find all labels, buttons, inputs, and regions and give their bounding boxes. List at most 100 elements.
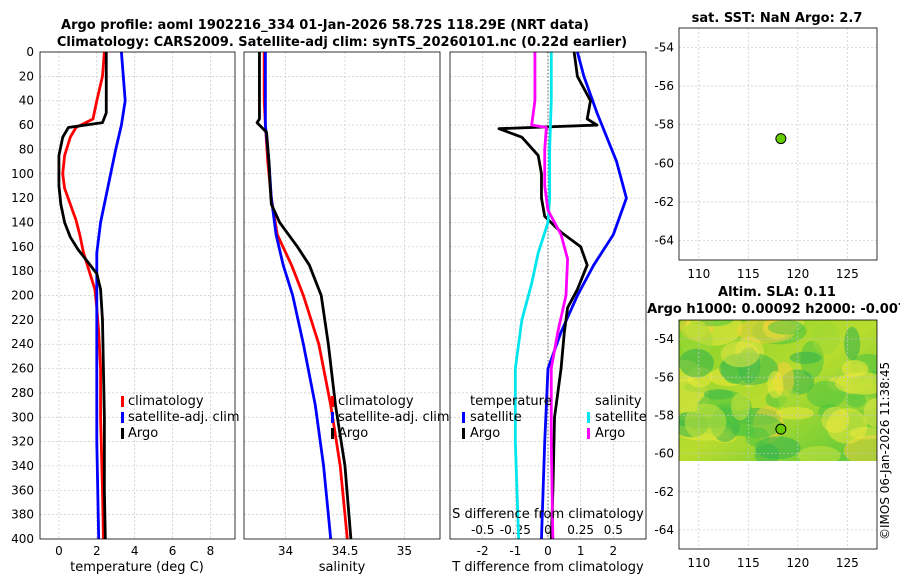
sla-cell [684,403,727,441]
series-line-sal_satellite [513,52,553,540]
sst-y-tick-labels: -54 -56 -58 -60 -62 -64 [654,40,674,247]
x-tick-label: 2 [610,544,618,558]
depth-tick-labels: 0 20 40 60 80 100 120 140 160 180 200 220 240 260 280 3… [11,45,34,546]
salinity-frame [243,51,441,540]
sla-cell [835,372,877,395]
legend-swatch-climatology [331,396,334,407]
sst-x-tick-labels: 110 115 120 125 [687,267,858,281]
x-tick-label: 125 [836,556,859,570]
salinity-tick-labels: 34 34.5 35 [278,544,412,558]
legend-label-argo: Argo [128,426,158,441]
sst-map-panel: sat. SST: NaN Argo: 2.7 110 115 120 125 -54… [654,11,878,281]
sla-map-title-line2: Argo h1000: 0.00092 h2000: -0.007 [647,302,900,317]
sst-grid [679,28,877,260]
sla-points [775,423,787,435]
sla-cell [745,427,770,447]
series-line-satellite [540,51,628,540]
y-tick-label: -60 [654,156,674,170]
legend-title-temperature: temperature [470,394,552,409]
y-tick-label: -64 [654,234,674,248]
y-tick-label: 260 [11,362,34,376]
figure-title-line2: Climatology: CARS2009. Satellite-adj cli… [57,35,627,50]
sla-heatmap [679,320,877,461]
y-tick-label: -54 [654,40,674,54]
series-line-satellite [95,51,127,540]
x-tick-label: 8 [207,544,215,558]
difference-frame [449,51,647,540]
y-tick-label: -58 [654,118,674,132]
sla-cell [797,445,841,461]
y-tick-label: 80 [19,142,34,156]
sst-frame [678,27,878,261]
y-tick-label: -54 [654,332,674,346]
legend-label-argo: Argo [338,426,368,441]
argo-location-marker [775,133,787,145]
x-tick-label: -2 [477,544,489,558]
salinity-panel: 34 34.5 35 salinity climatology satellite-… [243,51,450,575]
t-diff-xlabel: T difference from climatology [451,560,644,575]
temperature-tick-labels: 0 2 4 6 8 [55,544,214,558]
y-tick-label: 180 [11,264,34,278]
x-tick-label: 110 [687,556,710,570]
y-tick-label: 40 [19,94,34,108]
sla-cell [776,406,814,420]
salinity-legend: climatology satellite-adj. clim Argo [331,394,450,441]
series-line-argo [497,51,599,540]
legend-label-climatology: climatology [338,394,414,409]
y-tick-label: 160 [11,240,34,254]
y-tick-label: 200 [11,289,34,303]
sla-cell [812,322,841,355]
series-line-argo [255,52,353,540]
legend-label-t-satellite: satellite [470,410,522,425]
y-tick-label: -62 [654,485,674,499]
difference-lines [497,51,628,540]
top-tick-label: -0.5 [471,523,494,537]
y-tick-label: 300 [11,410,34,424]
y-tick-label: 380 [11,508,34,522]
s-diff-tick-labels: -0.5 -0.25 0 0.25 0.5 [471,523,623,537]
x-tick-label: 0 [55,544,63,558]
y-tick-label: 0 [26,45,34,59]
series-line-sal_argo [530,52,569,540]
legend-swatch-climatology [121,396,124,407]
y-tick-label: 220 [11,313,34,327]
temperature-grid [40,52,235,539]
y-tick-label: 320 [11,435,34,449]
x-tick-label: 110 [687,267,710,281]
legend-label-s-satellite: satellite [595,410,647,425]
y-tick-label: -56 [654,79,674,93]
y-tick-label: 340 [11,459,34,473]
x-tick-label: 34 [278,544,293,558]
y-tick-label: 100 [11,167,34,181]
legend-swatch-argo [121,428,124,439]
series-line-climatology [61,51,106,540]
top-tick-label: 0.5 [604,523,623,537]
sla-cell [778,389,800,411]
legend-label-satellite: satellite-adj. clim [128,410,240,425]
legend-swatch-s-satellite [587,412,590,423]
x-tick-label: 120 [786,556,809,570]
y-tick-label: 140 [11,215,34,229]
legend-swatch-t-satellite [462,412,465,423]
x-tick-label: 2 [93,544,101,558]
y-tick-label: -56 [654,370,674,384]
temperature-lines [57,51,127,540]
sla-x-tick-labels: 110 115 120 125 [687,556,858,570]
temperature-frame [39,51,236,540]
salinity-grid [244,52,440,539]
legend-label-climatology: climatology [128,394,204,409]
x-tick-label: 6 [169,544,177,558]
y-tick-label: -60 [654,447,674,461]
x-tick-label: 1 [577,544,585,558]
sst-points [775,133,787,145]
x-tick-label: 34.5 [332,544,359,558]
x-tick-label: 115 [737,556,760,570]
legend-label-t-argo: Argo [470,426,500,441]
y-tick-label: 60 [19,118,34,132]
sla-map-panel: Altim. SLA: 0.11 Argo h1000: 0.00092 h20… [647,285,900,570]
sla-cell [844,326,861,361]
top-tick-label: 0 [544,523,552,537]
top-tick-label: -0.25 [500,523,531,537]
sla-cell [789,351,822,364]
